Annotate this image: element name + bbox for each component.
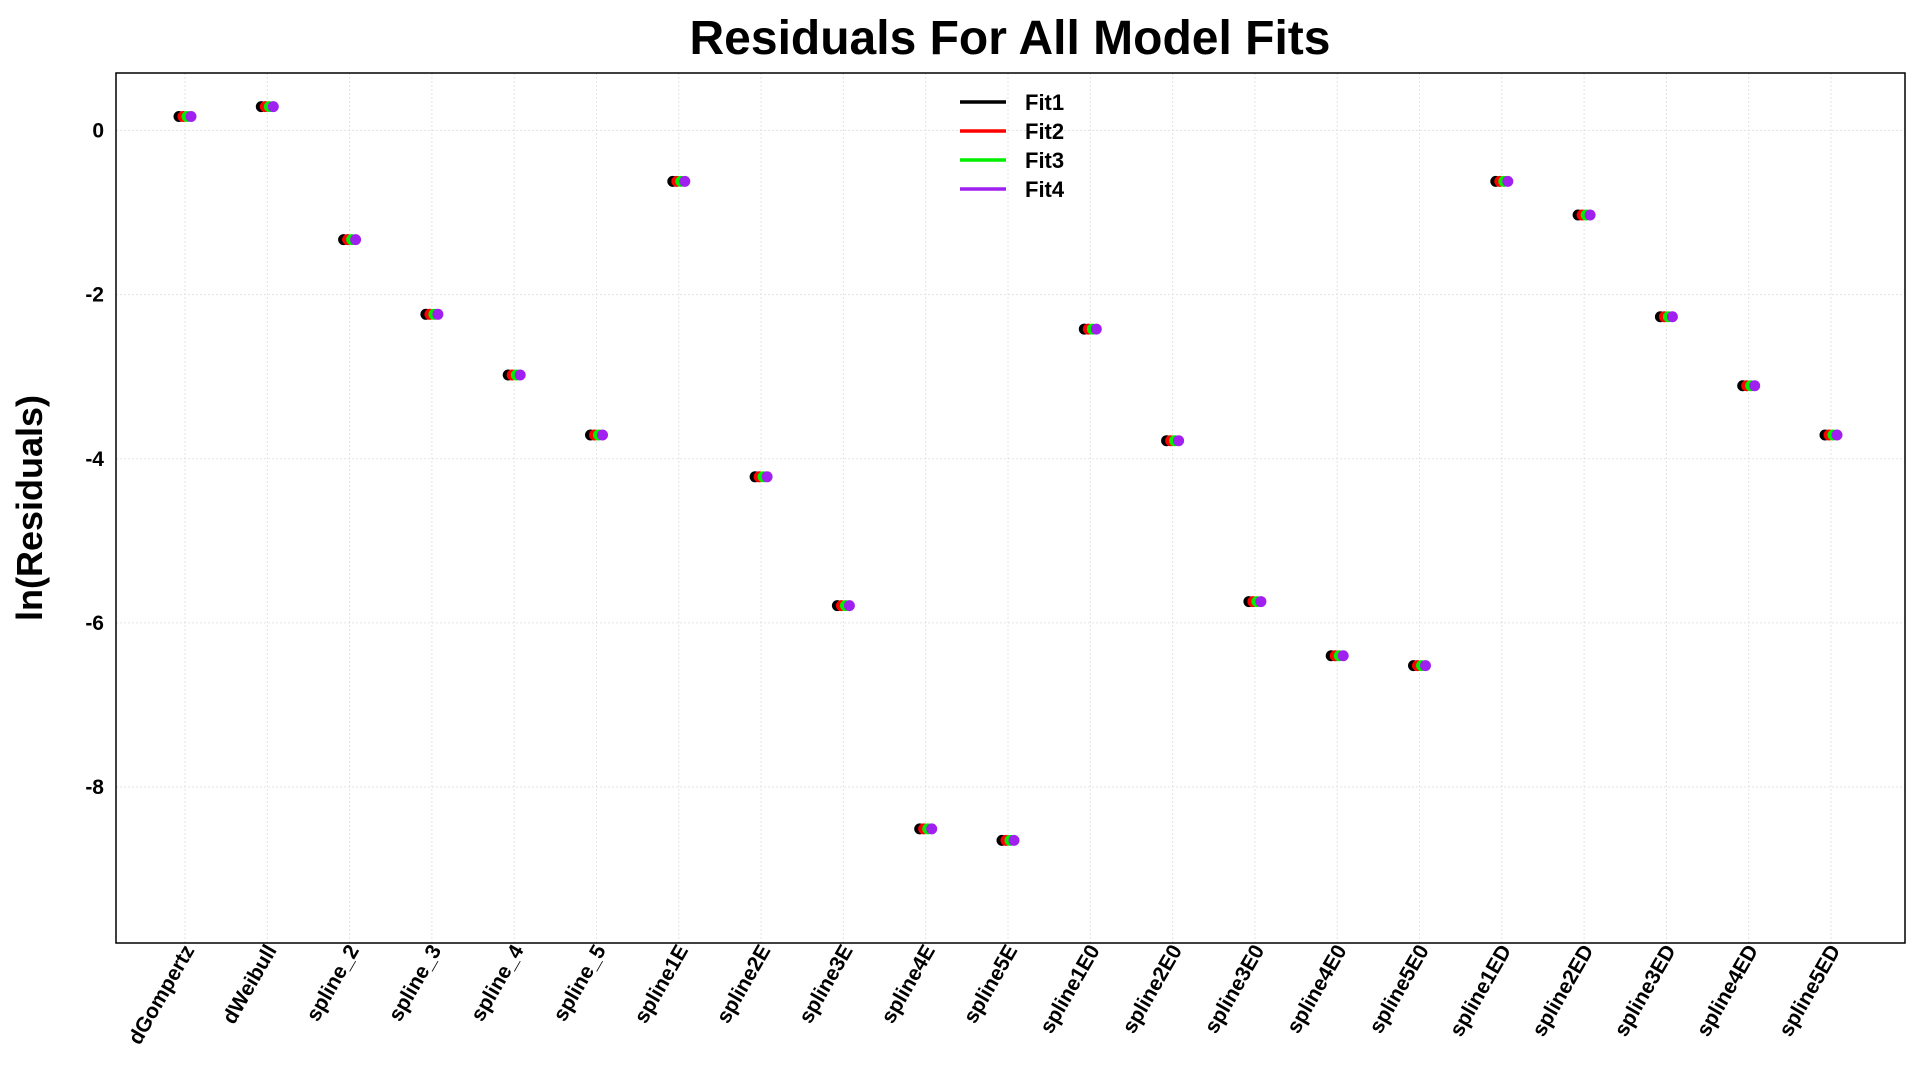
y-tick-label: -2 [85, 284, 104, 307]
y-tick-label: -6 [85, 612, 104, 635]
data-point-fit4 [1173, 435, 1185, 447]
data-point-fit4 [1420, 660, 1431, 672]
x-tick-label: dGompertz [124, 941, 199, 1048]
data-point-fit4 [267, 101, 279, 113]
legend-label: Fit4 [1025, 177, 1065, 202]
data-point-fit4 [1749, 380, 1761, 392]
chart-title: Residuals For All Model Fits [690, 12, 1331, 65]
x-tick-label: spline5E [959, 941, 1022, 1027]
data-point-fit4 [1337, 650, 1349, 662]
x-tick-label: spline_4 [467, 941, 529, 1026]
data-point-fit4 [350, 234, 362, 246]
x-tick-label: spline3ED [1610, 941, 1681, 1040]
y-axis-label: ln(Residuals) [9, 395, 50, 621]
data-point-fit4 [1666, 311, 1678, 323]
data-point-fit4 [1502, 175, 1514, 187]
data-point-fit4 [597, 429, 608, 441]
x-tick-label: spline_2 [302, 941, 364, 1025]
data-points [173, 101, 1843, 846]
x-tick-label: spline3E [795, 941, 858, 1027]
x-tick-label: spline4ED [1692, 941, 1763, 1040]
data-point-fit4 [1090, 323, 1102, 335]
y-tick-label: -8 [85, 776, 104, 799]
x-tick-label: spline4E0 [1283, 941, 1352, 1037]
y-tick-label: -4 [85, 448, 104, 471]
data-point-fit4 [679, 175, 691, 187]
x-tick-label: spline_3 [384, 941, 446, 1025]
plot-frame [115, 72, 1906, 944]
x-tick-label: spline5E0 [1365, 941, 1434, 1037]
legend-label: Fit1 [1025, 90, 1064, 115]
data-point-fit4 [185, 111, 197, 122]
x-tick-label: spline1E [630, 941, 693, 1027]
x-tick-label: spline2E [712, 941, 775, 1027]
y-tick-label: 0 [92, 119, 104, 142]
x-tick-label: spline_5 [549, 941, 611, 1026]
data-point-fit4 [1008, 834, 1020, 846]
legend-label: Fit2 [1025, 119, 1064, 144]
x-tick-label: dWeibull [218, 941, 281, 1028]
grid [116, 73, 1905, 943]
data-point-fit4 [1584, 209, 1596, 221]
data-point-fit4 [843, 600, 855, 612]
x-tick-label: spline4E [877, 941, 940, 1027]
x-tick-label: spline1E0 [1036, 941, 1105, 1037]
data-point-fit4 [1831, 429, 1843, 441]
data-point-fit4 [514, 369, 526, 381]
data-point-fit4 [432, 308, 444, 320]
x-tick-label: spline5ED [1775, 941, 1846, 1040]
x-tick-label: spline2ED [1528, 941, 1599, 1040]
x-tick-label: spline3E0 [1200, 941, 1269, 1037]
x-tick-label: spline1ED [1445, 941, 1516, 1040]
data-point-fit4 [926, 823, 938, 835]
data-point-fit4 [761, 471, 773, 483]
x-tick-label: spline2E0 [1118, 941, 1187, 1037]
y-axis-ticks: 0 -2 -4 -6 -8 [85, 119, 104, 799]
legend-label: Fit3 [1025, 148, 1064, 173]
legend: Fit1 Fit2 Fit3 Fit4 [960, 90, 1065, 202]
data-point-fit4 [1255, 596, 1267, 608]
x-axis-ticks: dGompertz dWeibull spline_2 spline_3 spline_… [124, 941, 1845, 1049]
